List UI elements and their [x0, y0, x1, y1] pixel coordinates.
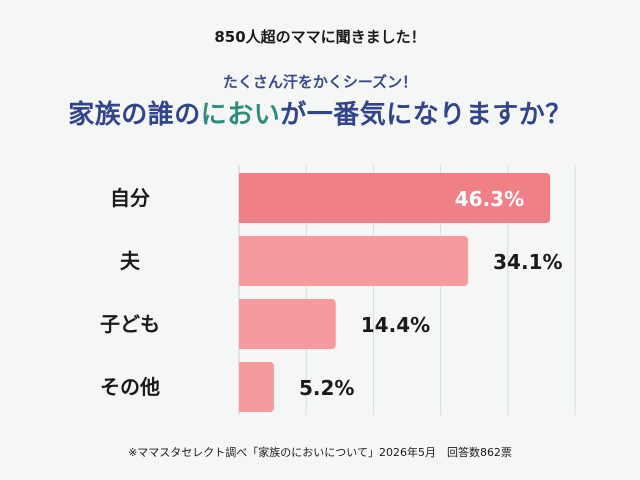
bar-left-edge [239, 362, 245, 412]
bar [239, 236, 469, 286]
value-label: 14.4% [361, 313, 430, 337]
label-layer: 自分 46.3% 夫 34.1% 子ども 14.4% その他 5.2% [100, 186, 563, 400]
bar [239, 362, 274, 412]
title-highlight: におい [200, 100, 281, 130]
value-label: 5.2% [299, 376, 354, 400]
bar-layer [239, 173, 551, 412]
category-label: 自分 [110, 186, 150, 210]
category-label: 子ども [100, 312, 160, 336]
bar-left-edge [239, 173, 245, 223]
bar-left-edge [239, 236, 245, 286]
bar-chart: 自分 46.3% 夫 34.1% 子ども 14.4% その他 5.2% [100, 165, 576, 415]
title-part-2: が一番気になりますか？ [280, 100, 572, 130]
title-part-1: 家族の誰の [68, 100, 201, 130]
category-label: 夫 [120, 249, 141, 273]
subtitle: たくさん汗をかくシーズン！ [222, 73, 418, 91]
bar [239, 299, 336, 349]
category-label: その他 [100, 375, 160, 399]
bar [239, 173, 551, 223]
survey-intro: 850人超のママに聞きました！ [214, 28, 426, 46]
bar-left-edge [239, 299, 245, 349]
value-label: 46.3% [455, 187, 524, 211]
value-label: 34.1% [493, 250, 562, 274]
page-title: 家族の誰のにおいが一番気になりますか？ [0, 94, 640, 131]
source-note: ※ママスタセレクト調べ「家族のにおいについて」2026年5月 回答数862票 [128, 446, 512, 459]
